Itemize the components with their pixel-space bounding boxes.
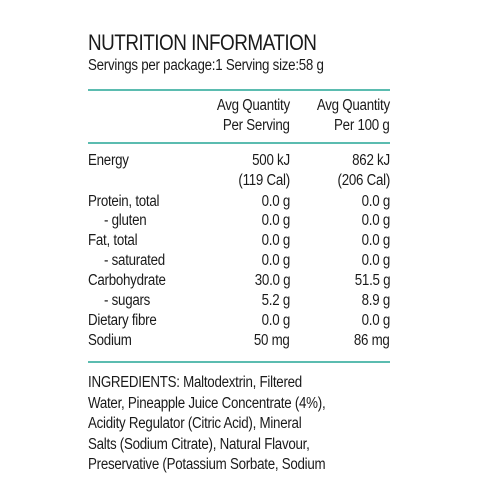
row-gluten: - gluten 0.0 g 0.0 g bbox=[88, 211, 390, 231]
row-per-serving: 0.0 g bbox=[261, 212, 291, 229]
row-per-serving: 0.0 g bbox=[261, 232, 291, 249]
row-per-100g: 8.9 g bbox=[361, 292, 391, 309]
divider-bottom bbox=[88, 361, 390, 363]
header-row-2: Per Serving Per 100 g bbox=[88, 116, 390, 136]
row-energy-cal: (119 Cal) (206 Cal) bbox=[88, 171, 390, 191]
row-per-100g: 0.0 g bbox=[361, 212, 391, 229]
panel-title: NUTRITION INFORMATION bbox=[88, 30, 317, 55]
row-carbohydrate: Carbohydrate 30.0 g 51.5 g bbox=[88, 271, 390, 291]
row-per-serving: 0.0 g bbox=[261, 193, 291, 210]
row-fat: Fat, total 0.0 g 0.0 g bbox=[88, 231, 390, 251]
row-per-100g: 51.5 g bbox=[354, 272, 390, 289]
row-per-100g: 0.0 g bbox=[361, 252, 391, 269]
row-label: Dietary fibre bbox=[88, 312, 157, 329]
row-saturated: - saturated 0.0 g 0.0 g bbox=[88, 251, 390, 271]
ingredients-text: INGREDIENTS: Maltodextrin, Filtered Wate… bbox=[88, 373, 389, 476]
header-per-serving-line1: Avg Quantity bbox=[217, 97, 290, 114]
ingredients-line: Preservative (Potassium Sorbate, Sodium bbox=[88, 456, 326, 474]
serving-info: Servings per package:1 Serving size:58 g bbox=[88, 57, 324, 74]
row-per-100g: 0.0 g bbox=[361, 312, 391, 329]
row-per-100g: 86 mg bbox=[354, 332, 390, 349]
row-label: Carbohydrate bbox=[88, 272, 166, 289]
row-protein: Protein, total 0.0 g 0.0 g bbox=[88, 192, 390, 212]
row-per-100g: 0.0 g bbox=[361, 232, 391, 249]
row-label: Fat, total bbox=[88, 232, 138, 249]
row-label: Sodium bbox=[88, 332, 132, 349]
header-per-serving-line2: Per Serving bbox=[223, 117, 290, 134]
row-label: Energy bbox=[88, 152, 129, 169]
row-per-serving: (119 Cal) bbox=[238, 172, 290, 189]
row-per-100g: 862 kJ bbox=[352, 152, 390, 169]
row-per-100g: (206 Cal) bbox=[337, 172, 390, 189]
row-energy: Energy 500 kJ 862 kJ bbox=[88, 151, 390, 171]
divider-header bbox=[88, 142, 390, 144]
ingredients-line: INGREDIENTS: Maltodextrin, Filtered bbox=[88, 374, 302, 391]
row-per-serving: 0.0 g bbox=[261, 312, 291, 329]
row-per-100g: 0.0 g bbox=[361, 193, 391, 210]
row-per-serving: 0.0 g bbox=[261, 252, 291, 269]
nutrition-panel: NUTRITION INFORMATION Servings per packa… bbox=[88, 30, 390, 473]
ingredients-line: Salts (Sodium Citrate), Natural Flavour, bbox=[88, 435, 310, 453]
ingredients-line: Water, Pineapple Juice Concentrate (4%), bbox=[88, 394, 326, 412]
row-label: - saturated bbox=[104, 252, 165, 269]
row-sugars: - sugars 5.2 g 8.9 g bbox=[88, 291, 390, 311]
row-label: Protein, total bbox=[88, 193, 160, 210]
header-per-100g-line1: Avg Quantity bbox=[317, 97, 390, 114]
header-row-1: Avg Quantity Avg Quantity bbox=[88, 96, 390, 116]
row-per-serving: 5.2 g bbox=[261, 292, 291, 309]
row-sodium: Sodium 50 mg 86 mg bbox=[88, 331, 390, 351]
header-per-100g-line2: Per 100 g bbox=[334, 117, 391, 134]
row-per-serving: 50 mg bbox=[254, 332, 290, 349]
row-label: - sugars bbox=[104, 292, 151, 309]
row-label: - gluten bbox=[104, 212, 147, 229]
row-per-serving: 30.0 g bbox=[254, 272, 290, 289]
divider-top bbox=[88, 89, 390, 91]
row-per-serving: 500 kJ bbox=[252, 152, 290, 169]
row-dietary-fibre: Dietary fibre 0.0 g 0.0 g bbox=[88, 311, 390, 331]
ingredients-line: Acidity Regulator (Citric Acid), Mineral bbox=[88, 415, 302, 433]
